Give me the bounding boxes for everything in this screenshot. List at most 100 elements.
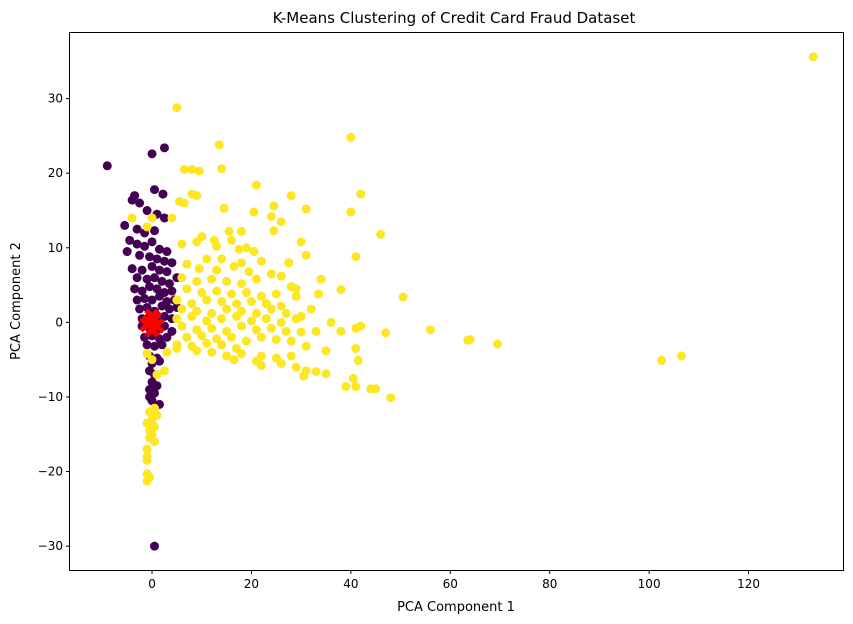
scatter-point-series-1	[276, 217, 286, 227]
scatter-point-series-0	[159, 311, 169, 321]
scatter-point-series-1	[256, 332, 266, 342]
x-axis-ticks: 0 20 40 60 80 100 120	[148, 570, 760, 591]
scatter-point-series-1	[187, 299, 197, 309]
y-tick-label: 30	[48, 92, 63, 106]
scatter-point-series-1	[182, 332, 192, 342]
scatter-point-series-1	[142, 418, 152, 428]
scatter-point-series-0	[167, 286, 177, 296]
scatter-point-series-1	[217, 164, 227, 174]
scatter-point-series-1	[266, 269, 276, 279]
scatter-point-series-1	[266, 323, 276, 333]
scatter-point-series-1	[463, 335, 473, 345]
scatter-point-series-1	[286, 191, 296, 201]
scatter-point-series-1	[222, 304, 232, 314]
scatter-point-series-0	[152, 284, 162, 294]
scatter-point-series-1	[271, 289, 281, 299]
scatter-point-series-0	[157, 276, 167, 286]
scatter-point-series-1	[207, 347, 217, 357]
scatter-point-series-0	[127, 264, 137, 274]
scatter-point-series-0	[102, 161, 112, 171]
scatter-point-series-1	[147, 355, 157, 365]
scatter-point-series-1	[177, 321, 187, 331]
scatter-point-series-1	[237, 321, 247, 331]
scatter-point-series-1	[291, 284, 301, 294]
x-axis-label: PCA Component 1	[397, 600, 515, 615]
scatter-point-series-1	[150, 437, 160, 447]
scatter-point-series-0	[132, 273, 142, 283]
scatter-point-series-1	[142, 455, 152, 465]
scatter-point-series-1	[266, 304, 276, 314]
scatter-point-series-1	[227, 332, 237, 342]
scatter-point-series-1	[266, 211, 276, 221]
scatter-point-series-0	[162, 332, 172, 342]
scatter-point-series-1	[351, 343, 361, 353]
scatter-point-series-1	[229, 355, 239, 365]
plot-area	[69, 32, 844, 571]
scatter-point-series-1	[316, 274, 326, 284]
scatter-point-series-1	[142, 444, 152, 454]
scatter-point-series-0	[167, 258, 177, 268]
y-tick-label: 10	[48, 241, 63, 255]
scatter-point-series-0	[157, 340, 167, 350]
cluster-center-point	[144, 308, 160, 325]
scatter-point-series-1	[348, 373, 358, 383]
scatter-point-series-0	[132, 224, 142, 234]
scatter-point-series-1	[241, 336, 251, 346]
cluster-center-point	[149, 318, 165, 334]
scatter-point-series-0	[164, 304, 174, 314]
scatter-point-series-1	[269, 201, 279, 211]
scatter-point-series-1	[269, 226, 279, 236]
scatter-point-series-0	[147, 149, 157, 159]
scatter-point-series-1	[219, 203, 229, 213]
scatter-point-series-1	[284, 258, 294, 268]
scatter-point-series-1	[314, 289, 324, 299]
scatter-point-series-1	[381, 328, 391, 338]
scatter-point-series-1	[676, 351, 686, 361]
scatter-point-series-0	[147, 396, 157, 406]
y-tick-label: 0	[55, 315, 63, 329]
scatter-point-series-1	[202, 316, 212, 326]
scatter-point-series-1	[147, 213, 157, 223]
scatter-point-series-0	[162, 267, 172, 277]
scatter-point-series-1	[336, 326, 346, 336]
scatter-point-series-1	[386, 393, 396, 403]
scatter-point-series-1	[376, 229, 386, 239]
scatter-point-series-1	[177, 304, 187, 314]
chart-title: K-Means Clustering of Credit Card Fraud …	[273, 9, 636, 27]
scatter-point-series-0	[145, 252, 155, 262]
scatter-point-series-1	[192, 276, 202, 286]
scatter-point-series-0	[154, 356, 164, 366]
y-tick-label: 20	[48, 166, 63, 180]
scatter-point-series-1	[179, 198, 189, 208]
x-tick-label: 40	[343, 577, 358, 591]
scatter-point-series-1	[182, 284, 192, 294]
scatter-point-series-1	[286, 336, 296, 346]
scatter-point-series-1	[808, 52, 818, 62]
x-tick-label: 20	[244, 577, 259, 591]
scatter-point-series-1	[346, 132, 356, 142]
scatter-point-series-1	[222, 351, 232, 361]
scatter-point-series-0	[150, 273, 160, 283]
scatter-point-series-1	[351, 252, 361, 262]
scatter-point-series-1	[311, 326, 321, 336]
scatter-point-series-0	[142, 206, 152, 216]
x-tick-label: 0	[148, 577, 156, 591]
scatter-point-series-1	[162, 347, 172, 357]
scatter-point-series-1	[217, 314, 227, 324]
scatter-point-series-1	[177, 273, 187, 283]
scatter-point-series-0	[147, 261, 157, 271]
scatter-point-series-1	[217, 340, 227, 350]
scatter-point-series-1	[172, 103, 182, 113]
scatter-point-series-1	[246, 297, 256, 306]
scatter-point-series-0	[159, 213, 169, 223]
scatter-point-series-1	[237, 258, 247, 268]
scatter-point-series-1	[276, 271, 286, 281]
scatter-point-series-1	[145, 407, 155, 417]
scatter-point-series-1	[353, 355, 363, 365]
scatter-point-series-1	[197, 288, 207, 298]
scatter-point-series-1	[212, 334, 222, 344]
x-tick-label: 60	[443, 577, 458, 591]
scatter-point-series-1	[244, 267, 254, 277]
scatter-point-series-1	[241, 288, 251, 298]
scatter-point-series-0	[150, 341, 160, 351]
